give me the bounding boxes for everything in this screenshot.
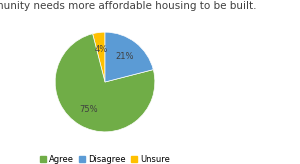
Wedge shape	[55, 34, 155, 132]
Legend: Agree, Disagree, Unsure: Agree, Disagree, Unsure	[37, 151, 173, 164]
Wedge shape	[105, 32, 153, 82]
Title: My community needs more affordable housing to be built.: My community needs more affordable housi…	[0, 1, 257, 11]
Text: 4%: 4%	[94, 45, 108, 54]
Wedge shape	[93, 32, 105, 82]
Text: 21%: 21%	[116, 52, 134, 61]
Text: 75%: 75%	[79, 105, 98, 114]
